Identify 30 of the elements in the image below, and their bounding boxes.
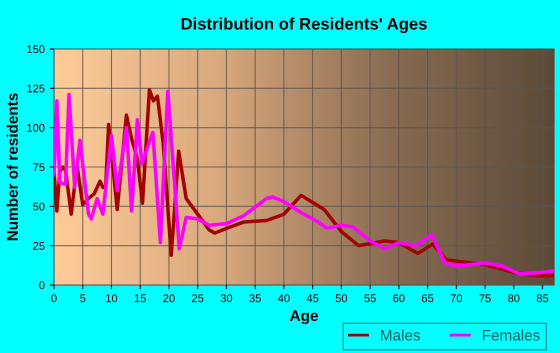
y-tick-label: 75 [33,163,45,172]
y-tick-label: 25 [33,242,45,250]
x-tick-label: 40 [278,294,290,302]
x-tick-label: 35 [249,294,261,302]
x-tick-label: 60 [393,294,405,302]
legend-label: Females [482,329,540,341]
x-tick-label: 45 [306,294,318,302]
chart-title: Distribution of Residents' Ages [182,17,427,34]
x-tick-label: 15 [134,294,146,302]
x-axis-title: Age [290,310,318,324]
x-tick-label: 20 [163,294,175,302]
x-tick-label: 10 [106,294,118,302]
y-tick-label: 150 [27,45,45,54]
x-tick-label: 50 [336,294,348,302]
x-tick-label: 0 [51,294,57,302]
y-axis-title: Number of residents [6,93,18,240]
y-tick-label: 125 [27,84,45,92]
x-tick-label: 85 [536,294,548,302]
y-tick-label: 50 [33,202,45,210]
x-tick-label: 70 [450,294,462,302]
y-tick-label: 0 [39,281,45,290]
x-tick-label: 30 [220,294,232,302]
x-tick-label: 5 [80,294,86,302]
y-tick-label: 100 [27,124,45,132]
legend-label: Males [381,329,420,341]
x-tick-label: 55 [364,294,376,302]
x-tick-label: 65 [422,294,434,302]
x-tick-label: 25 [192,294,204,302]
x-tick-label: 75 [479,294,491,302]
x-tick-label: 80 [508,294,520,302]
